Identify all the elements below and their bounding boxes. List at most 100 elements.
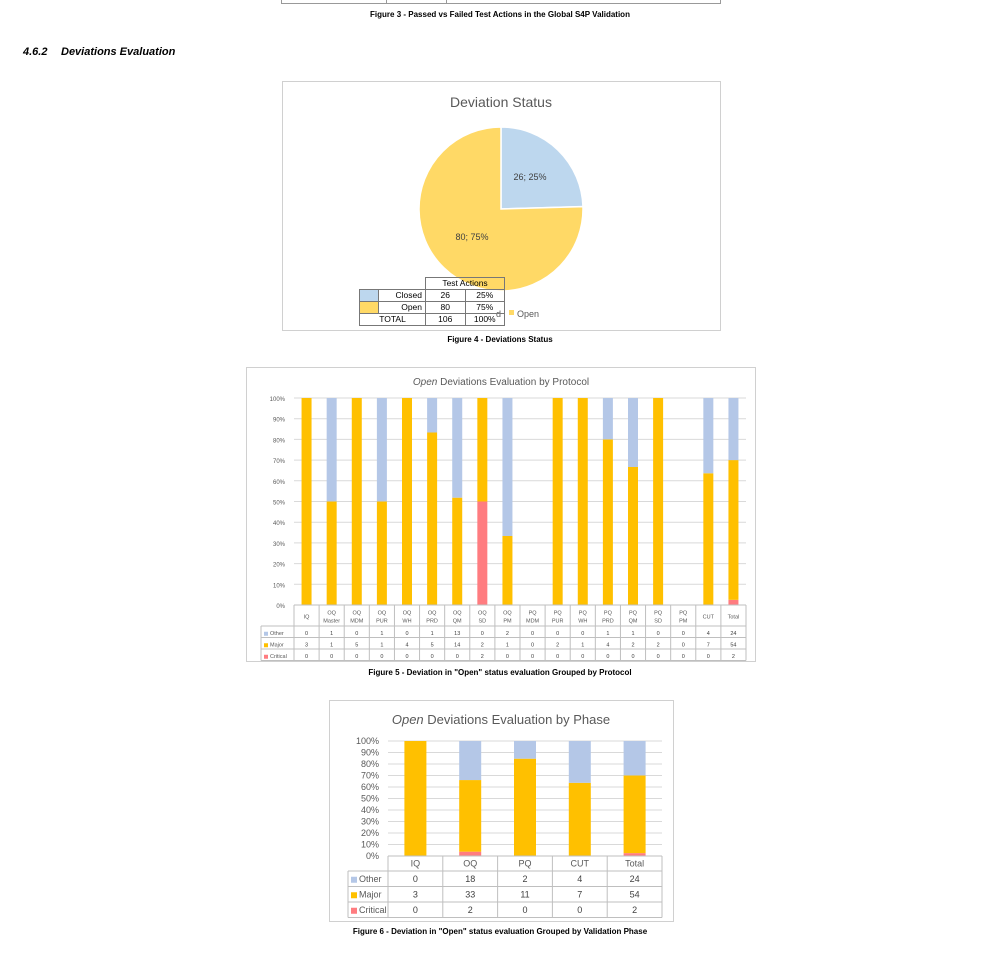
x-category-label: PQ [679,611,688,617]
table-value: 2 [481,642,484,648]
bar-segment-major [459,780,482,852]
bar-segment-major [653,398,664,605]
table-value: 0 [556,654,559,660]
table-row: TOTAL 106 100% [359,313,505,326]
bar-segment-other [427,398,438,433]
section-number: 4.6.2 [23,46,48,58]
table-value: 0 [522,905,527,915]
table-value: 0 [330,654,333,660]
table-value: 0 [405,631,408,637]
row-value: 80 [425,301,466,314]
table-value: 0 [556,631,559,637]
table-value: 1 [380,642,383,648]
table-value: 0 [682,654,685,660]
bar-segment-major [351,398,362,605]
bar-segment-other [703,398,714,474]
y-tick-label: 30% [361,817,379,827]
table-header-row: Test Actions [360,277,505,290]
y-tick-label: 50% [361,794,379,804]
y-tick-label: 10% [361,840,379,850]
x-category-label: QM [453,619,462,625]
bar-segment-other [728,398,739,461]
x-category-label: OQ [378,611,387,617]
table-value: 0 [581,654,584,660]
legend-swatch-other [264,631,268,636]
x-category-label: IQ [411,859,421,869]
x-category-label: OQ [403,611,412,617]
bar-segment-major [602,439,613,605]
bar-segment-other [628,398,638,467]
x-category-label: PQ [654,611,663,617]
section-heading: 4.6.2 Deviations Evaluation [23,46,175,58]
table-value: 1 [581,642,584,648]
y-tick-label: 0% [276,604,285,610]
table-value: 0 [481,631,484,637]
row-percent: 75% [464,301,505,314]
y-tick-label: 50% [273,501,286,507]
bar-segment-other [376,398,387,502]
bar-segment-critical [728,599,739,605]
x-category-label: PQ [554,611,563,617]
row-value: 26 [425,289,466,302]
figure5-caption: Figure 5 - Deviation in "Open" status ev… [368,668,632,677]
bar-segment-critical [459,851,482,856]
table-value: 0 [657,654,660,660]
table-value: 2 [506,631,509,637]
table-value: 0 [581,631,584,637]
legend-swatch-critical [351,907,357,914]
table-value: 0 [577,905,582,915]
test-actions-table: Test Actions Closed 26 25% Open 80 75% T… [359,277,505,326]
bar-segment-major [577,398,588,605]
table-value: 1 [330,631,333,637]
x-category-label: OQ [453,611,462,617]
x-category-label: WH [578,619,587,625]
table-value: 33 [465,889,475,899]
y-tick-label: 30% [273,542,286,548]
bar-segment-major [728,460,739,600]
y-tick-label: 60% [361,782,379,792]
table-value: 1 [431,631,434,637]
swatch-open [359,301,379,314]
bar-segment-major [402,398,412,605]
y-tick-label: 100% [270,397,286,403]
table-value: 2 [632,905,637,915]
table-value: 4 [707,631,710,637]
row-label: Open [378,301,426,314]
chart-title: Deviation Status [450,94,552,110]
y-tick-label: 0% [366,851,379,861]
x-category-label: WH [402,619,411,625]
y-tick-label: 20% [273,563,286,569]
table-value: 1 [330,642,333,648]
y-tick-label: 80% [361,759,379,769]
figure3-caption: Figure 3 - Passed vs Failed Test Actions… [370,10,630,19]
table-value: 0 [682,642,685,648]
table-value: 2 [522,874,527,884]
pie-slice-closed [500,126,584,210]
table-value: 13 [454,631,460,637]
table-value: 5 [355,642,358,648]
table-value: 4 [577,874,582,884]
bar-segment-other [623,741,646,776]
pie-slice-open [418,126,584,292]
x-category-label: PQ [604,611,613,617]
bar-segment-other [326,398,337,502]
x-category-label: PM [679,619,688,625]
bar-segment-major [452,497,463,605]
table-value: 4 [405,642,408,648]
bar-segment-major [502,536,513,605]
table-value: 0 [606,654,609,660]
x-category-label: OQ [463,859,477,869]
legend-label-other: Other [359,874,382,884]
figure4-caption: Figure 4 - Deviations Status [447,335,553,344]
figure3-table-remnant [281,0,721,4]
y-tick-label: 80% [273,438,286,444]
protocol-chart-svg: Open Deviations Evaluation by Protocol 0%… [260,377,747,661]
table-value: 0 [531,654,534,660]
table-row: Open 80 75% [359,301,505,314]
bar-segment-major [404,741,427,856]
bar-segment-major [568,782,591,856]
table-value: 3 [305,642,308,648]
bar-segment-other [602,398,613,440]
bar-segment-major [326,501,337,605]
x-category-label: PUR [552,619,564,625]
